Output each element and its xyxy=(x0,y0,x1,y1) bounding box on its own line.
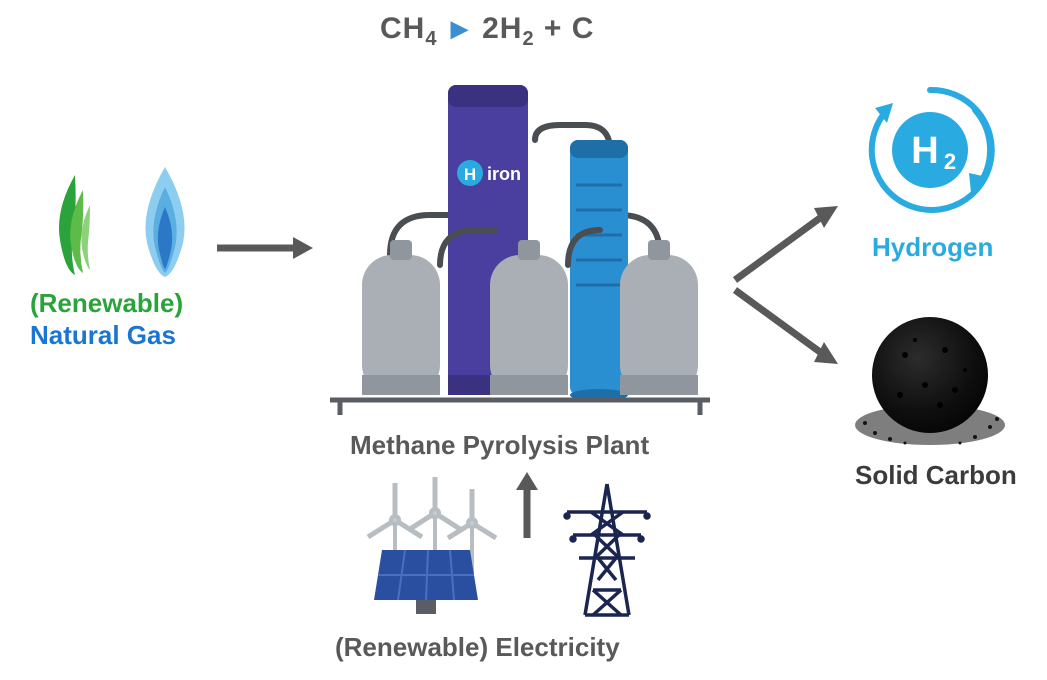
svg-text:H: H xyxy=(464,165,476,184)
svg-text:iron: iron xyxy=(487,164,521,184)
solar-panel-icon xyxy=(370,545,480,620)
eq-rhs: 2H2 + C xyxy=(482,12,594,45)
svg-text:2: 2 xyxy=(944,149,956,174)
plant-label: Methane Pyrolysis Plant xyxy=(350,430,649,461)
hydrogen-label: Hydrogen xyxy=(872,232,993,263)
hydrogen-icon: H 2 xyxy=(855,75,1005,225)
eq-arrow-icon: ▶ xyxy=(451,16,469,41)
output-arrows-icon xyxy=(730,200,850,380)
svg-text:H: H xyxy=(911,130,938,172)
pyrolysis-plant-icon: H iron xyxy=(320,55,720,425)
solid-carbon-label: Solid Carbon xyxy=(855,460,1017,491)
natural-gas-label: Natural Gas xyxy=(30,320,176,351)
electricity-label: (Renewable) Electricity xyxy=(335,632,620,663)
solid-carbon-icon xyxy=(845,305,1015,455)
blue-flame-icon xyxy=(125,165,205,280)
power-pylon-icon xyxy=(555,480,660,620)
input-arrow-icon xyxy=(215,233,315,263)
green-flame-icon xyxy=(35,170,115,280)
renewable-label: (Renewable) xyxy=(30,288,183,319)
electricity-arrow-icon xyxy=(512,470,542,540)
eq-lhs: CH4 xyxy=(380,12,437,45)
reaction-equation: CH4 ▶ 2H2 + C xyxy=(380,12,594,51)
